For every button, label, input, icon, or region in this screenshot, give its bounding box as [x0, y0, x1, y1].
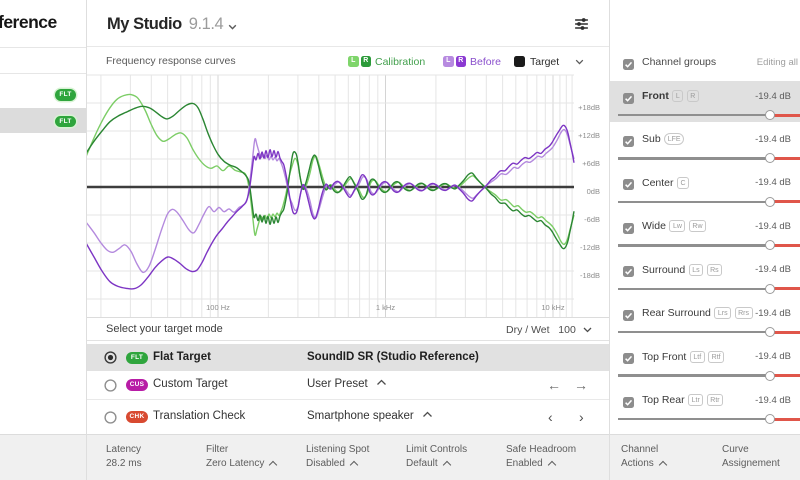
- svg-text:1 kHz: 1 kHz: [376, 303, 395, 312]
- svg-text:-18dB: -18dB: [580, 271, 600, 280]
- svg-text:0dB: 0dB: [587, 187, 600, 196]
- svg-text:+18dB: +18dB: [578, 103, 600, 112]
- svg-text:100 Hz: 100 Hz: [206, 303, 230, 312]
- svg-text:+6dB: +6dB: [582, 159, 600, 168]
- svg-text:+12dB: +12dB: [578, 131, 600, 140]
- svg-text:10 kHz: 10 kHz: [541, 303, 565, 312]
- svg-text:-6dB: -6dB: [584, 215, 600, 224]
- svg-text:-12dB: -12dB: [580, 243, 600, 252]
